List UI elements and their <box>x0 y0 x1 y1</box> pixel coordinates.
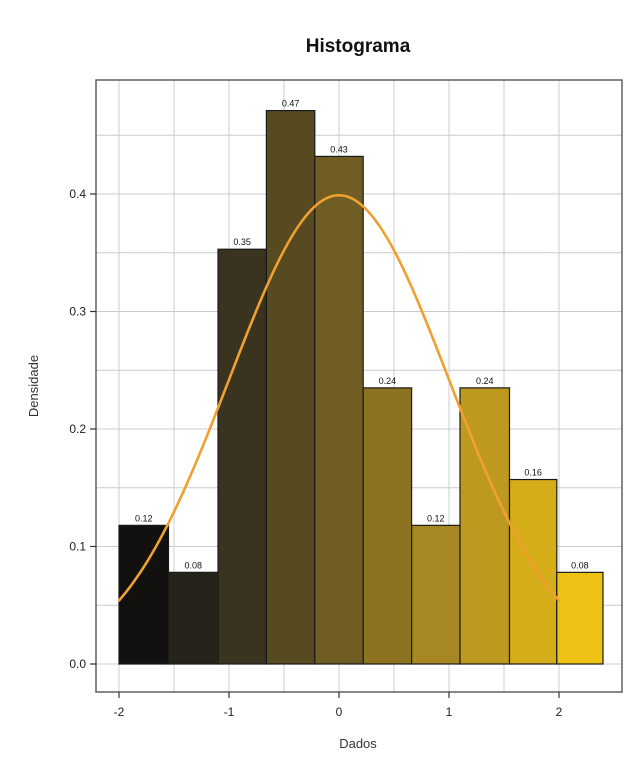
axes: -2 -1 0 1 2 0.0 0.1 0.2 0.3 0.4 <box>69 79 623 719</box>
data-labels: 0.12 0.08 0.35 0.47 0.43 0.24 0.12 0.24 0.16 0.08 <box>135 99 589 571</box>
histogram-bar-2 <box>167 571 219 665</box>
y-axis-label: Densidade <box>26 355 41 417</box>
x-tick-label: 2 <box>556 705 563 719</box>
histogram-bar-4 <box>265 109 316 665</box>
histogram-bar-8 <box>459 387 511 665</box>
bar-value-label-8: 0.24 <box>476 376 494 386</box>
chart-title: Histograma <box>306 36 411 57</box>
bar-value-label-4: 0.47 <box>282 99 300 109</box>
x-tick-label: -2 <box>114 705 125 719</box>
x-tick-label: -1 <box>224 705 235 719</box>
histogram-bar-5 <box>314 155 364 665</box>
histogram-bar-9 <box>508 478 558 665</box>
y-tick-label: 0.2 <box>69 422 86 436</box>
histogram-bar-7 <box>411 524 461 665</box>
histogram-bar-3 <box>217 248 268 665</box>
density-curve-layer <box>117 193 561 602</box>
x-axis-label: Dados <box>339 736 377 751</box>
bar-value-label-5: 0.43 <box>330 144 348 154</box>
bar-value-label-2: 0.08 <box>184 560 202 570</box>
bars <box>118 109 604 665</box>
bar-value-label-6: 0.24 <box>379 376 397 386</box>
plot-border <box>95 79 623 693</box>
bar-value-label-3: 0.35 <box>233 237 251 247</box>
histogram-bar-1 <box>118 524 170 665</box>
histogram-bar-6 <box>362 387 413 665</box>
density-curve <box>117 193 561 602</box>
bar-value-label-10: 0.08 <box>571 560 589 570</box>
bar-value-label-9: 0.16 <box>524 468 542 478</box>
y-tick-label: 0.3 <box>69 305 86 319</box>
y-tick-label: 0.1 <box>69 540 86 554</box>
bar-value-label-1: 0.12 <box>135 513 153 523</box>
x-tick-label: 1 <box>446 705 453 719</box>
y-tick-label: 0.0 <box>69 657 86 671</box>
x-tick-label: 0 <box>336 705 343 719</box>
bar-value-label-7: 0.12 <box>427 513 445 523</box>
histogram-bar-10 <box>556 571 604 665</box>
y-tick-label: 0.4 <box>69 187 86 201</box>
